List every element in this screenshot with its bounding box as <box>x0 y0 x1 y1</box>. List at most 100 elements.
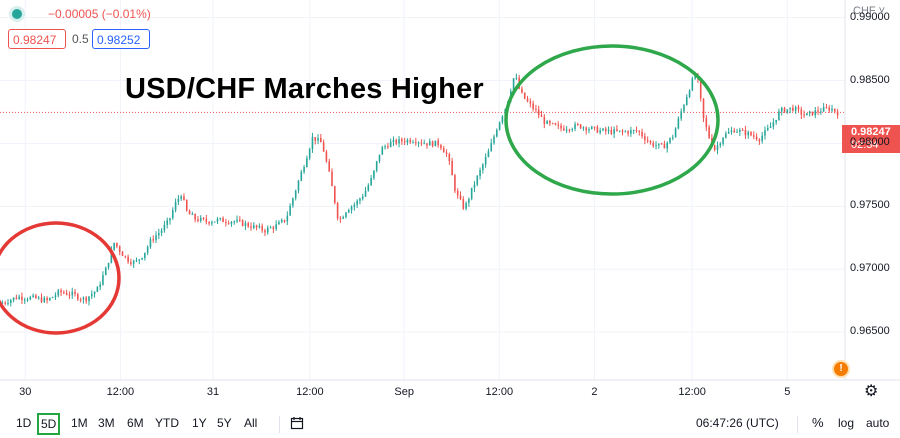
candle-down <box>65 293 68 295</box>
alert-icon[interactable]: ! <box>832 360 850 378</box>
candle-up <box>102 275 104 285</box>
timeframe-button-3m[interactable]: 3M <box>98 416 115 430</box>
candle-down <box>85 297 87 302</box>
candle-up <box>722 137 724 144</box>
timeframe-button-1y[interactable]: 1Y <box>192 416 207 430</box>
candle-up <box>778 111 780 120</box>
candle-up <box>191 214 194 216</box>
candle-up <box>32 295 34 297</box>
candle-up <box>12 297 15 301</box>
candle-down <box>604 128 607 132</box>
candle-up <box>789 107 791 110</box>
log-scale-toggle[interactable]: log <box>838 416 855 430</box>
candle-up <box>496 129 498 137</box>
candle-down <box>627 131 629 134</box>
candle-up <box>484 157 487 165</box>
candle-up <box>468 198 470 203</box>
candle-down <box>241 220 244 226</box>
buy-price-button[interactable]: 0.98252 <box>92 29 150 49</box>
timeframe-button-all[interactable]: All <box>244 416 258 430</box>
candle-up <box>370 178 372 186</box>
candle-up <box>169 218 171 221</box>
timeframe-button-ytd[interactable]: YTD <box>155 416 179 430</box>
candle-up <box>470 187 473 199</box>
candle-up <box>677 118 680 129</box>
candle-down <box>459 195 462 200</box>
candle-up <box>88 296 90 302</box>
candle-down <box>579 124 582 129</box>
candle-up <box>350 206 353 211</box>
percent-scale-toggle[interactable]: % <box>812 415 824 430</box>
candle-down <box>448 153 451 162</box>
candle-down <box>456 190 459 196</box>
candle-down <box>264 230 266 233</box>
last-price-tag: 0.98247 02:34 <box>842 125 900 153</box>
timeframe-button-1m[interactable]: 1M <box>71 416 88 430</box>
utc-clock[interactable]: 06:47:26 (UTC) <box>696 416 779 430</box>
auto-scale-toggle[interactable]: auto <box>866 416 890 430</box>
candle-down <box>792 107 794 111</box>
y-tick-label: 0.98000 <box>850 136 890 149</box>
candle-down <box>817 110 819 112</box>
candle-up <box>599 130 601 133</box>
candle-up <box>384 146 386 148</box>
timeframe-button-6m[interactable]: 6M <box>127 416 144 430</box>
x-tick-label: 5 <box>784 386 791 398</box>
candle-up <box>158 233 160 236</box>
candle-down <box>523 92 526 99</box>
currency-dropdown[interactable]: CHF ˅ <box>853 5 886 17</box>
x-tick-label: 31 <box>206 386 220 398</box>
timeframe-button-5y[interactable]: 5Y <box>217 416 232 430</box>
candle-down <box>314 137 317 141</box>
candle-up <box>501 116 504 123</box>
candle-down <box>462 199 465 209</box>
candle-down <box>227 222 230 224</box>
candle-down <box>551 123 554 125</box>
chart-annotation-title: USD/CHF Marches Higher <box>125 73 484 105</box>
timeframe-button-5d[interactable]: 5D <box>37 413 61 435</box>
candle-up <box>132 260 135 264</box>
candle-down <box>758 139 761 142</box>
candle-up <box>345 212 347 218</box>
candle-up <box>618 130 621 132</box>
timeframe-button-1d[interactable]: 1D <box>16 416 32 430</box>
candle-down <box>610 129 613 134</box>
candle-up <box>96 287 99 292</box>
candle-up <box>252 225 255 228</box>
settings-gear-icon[interactable]: ⚙ <box>864 383 879 400</box>
candle-down <box>272 227 275 229</box>
sell-price-button[interactable]: 0.98247 <box>8 29 66 49</box>
candle-up <box>493 136 495 144</box>
spread-value: 0.5 <box>72 32 89 46</box>
candle-down <box>63 292 65 294</box>
candle-up <box>213 221 216 223</box>
candle-down <box>526 98 529 102</box>
candle-up <box>211 222 213 224</box>
candle-down <box>644 136 646 141</box>
candle-down <box>431 141 434 147</box>
candle-up <box>49 297 51 301</box>
candle-up <box>99 284 101 288</box>
market-open-status-dot <box>12 9 22 19</box>
x-tick-label: 12:00 <box>678 386 706 398</box>
candle-up <box>342 217 344 219</box>
candle-down <box>261 225 263 231</box>
candle-down <box>4 302 6 304</box>
candle-down <box>208 221 210 224</box>
candle-down <box>535 108 537 110</box>
candle-up <box>177 198 180 202</box>
candle-up <box>515 77 518 79</box>
candle-up <box>546 121 548 124</box>
candle-up <box>820 111 822 113</box>
calendar-range-icon[interactable] <box>290 416 304 435</box>
candle-down <box>403 141 406 143</box>
candle-down <box>783 107 786 113</box>
candle-down <box>445 152 448 154</box>
candle-up <box>43 297 46 302</box>
candle-up <box>680 111 682 119</box>
candle-down <box>744 129 747 136</box>
candle-up <box>18 296 20 299</box>
x-tick-label: 30 <box>19 386 32 398</box>
candle-up <box>233 221 236 223</box>
